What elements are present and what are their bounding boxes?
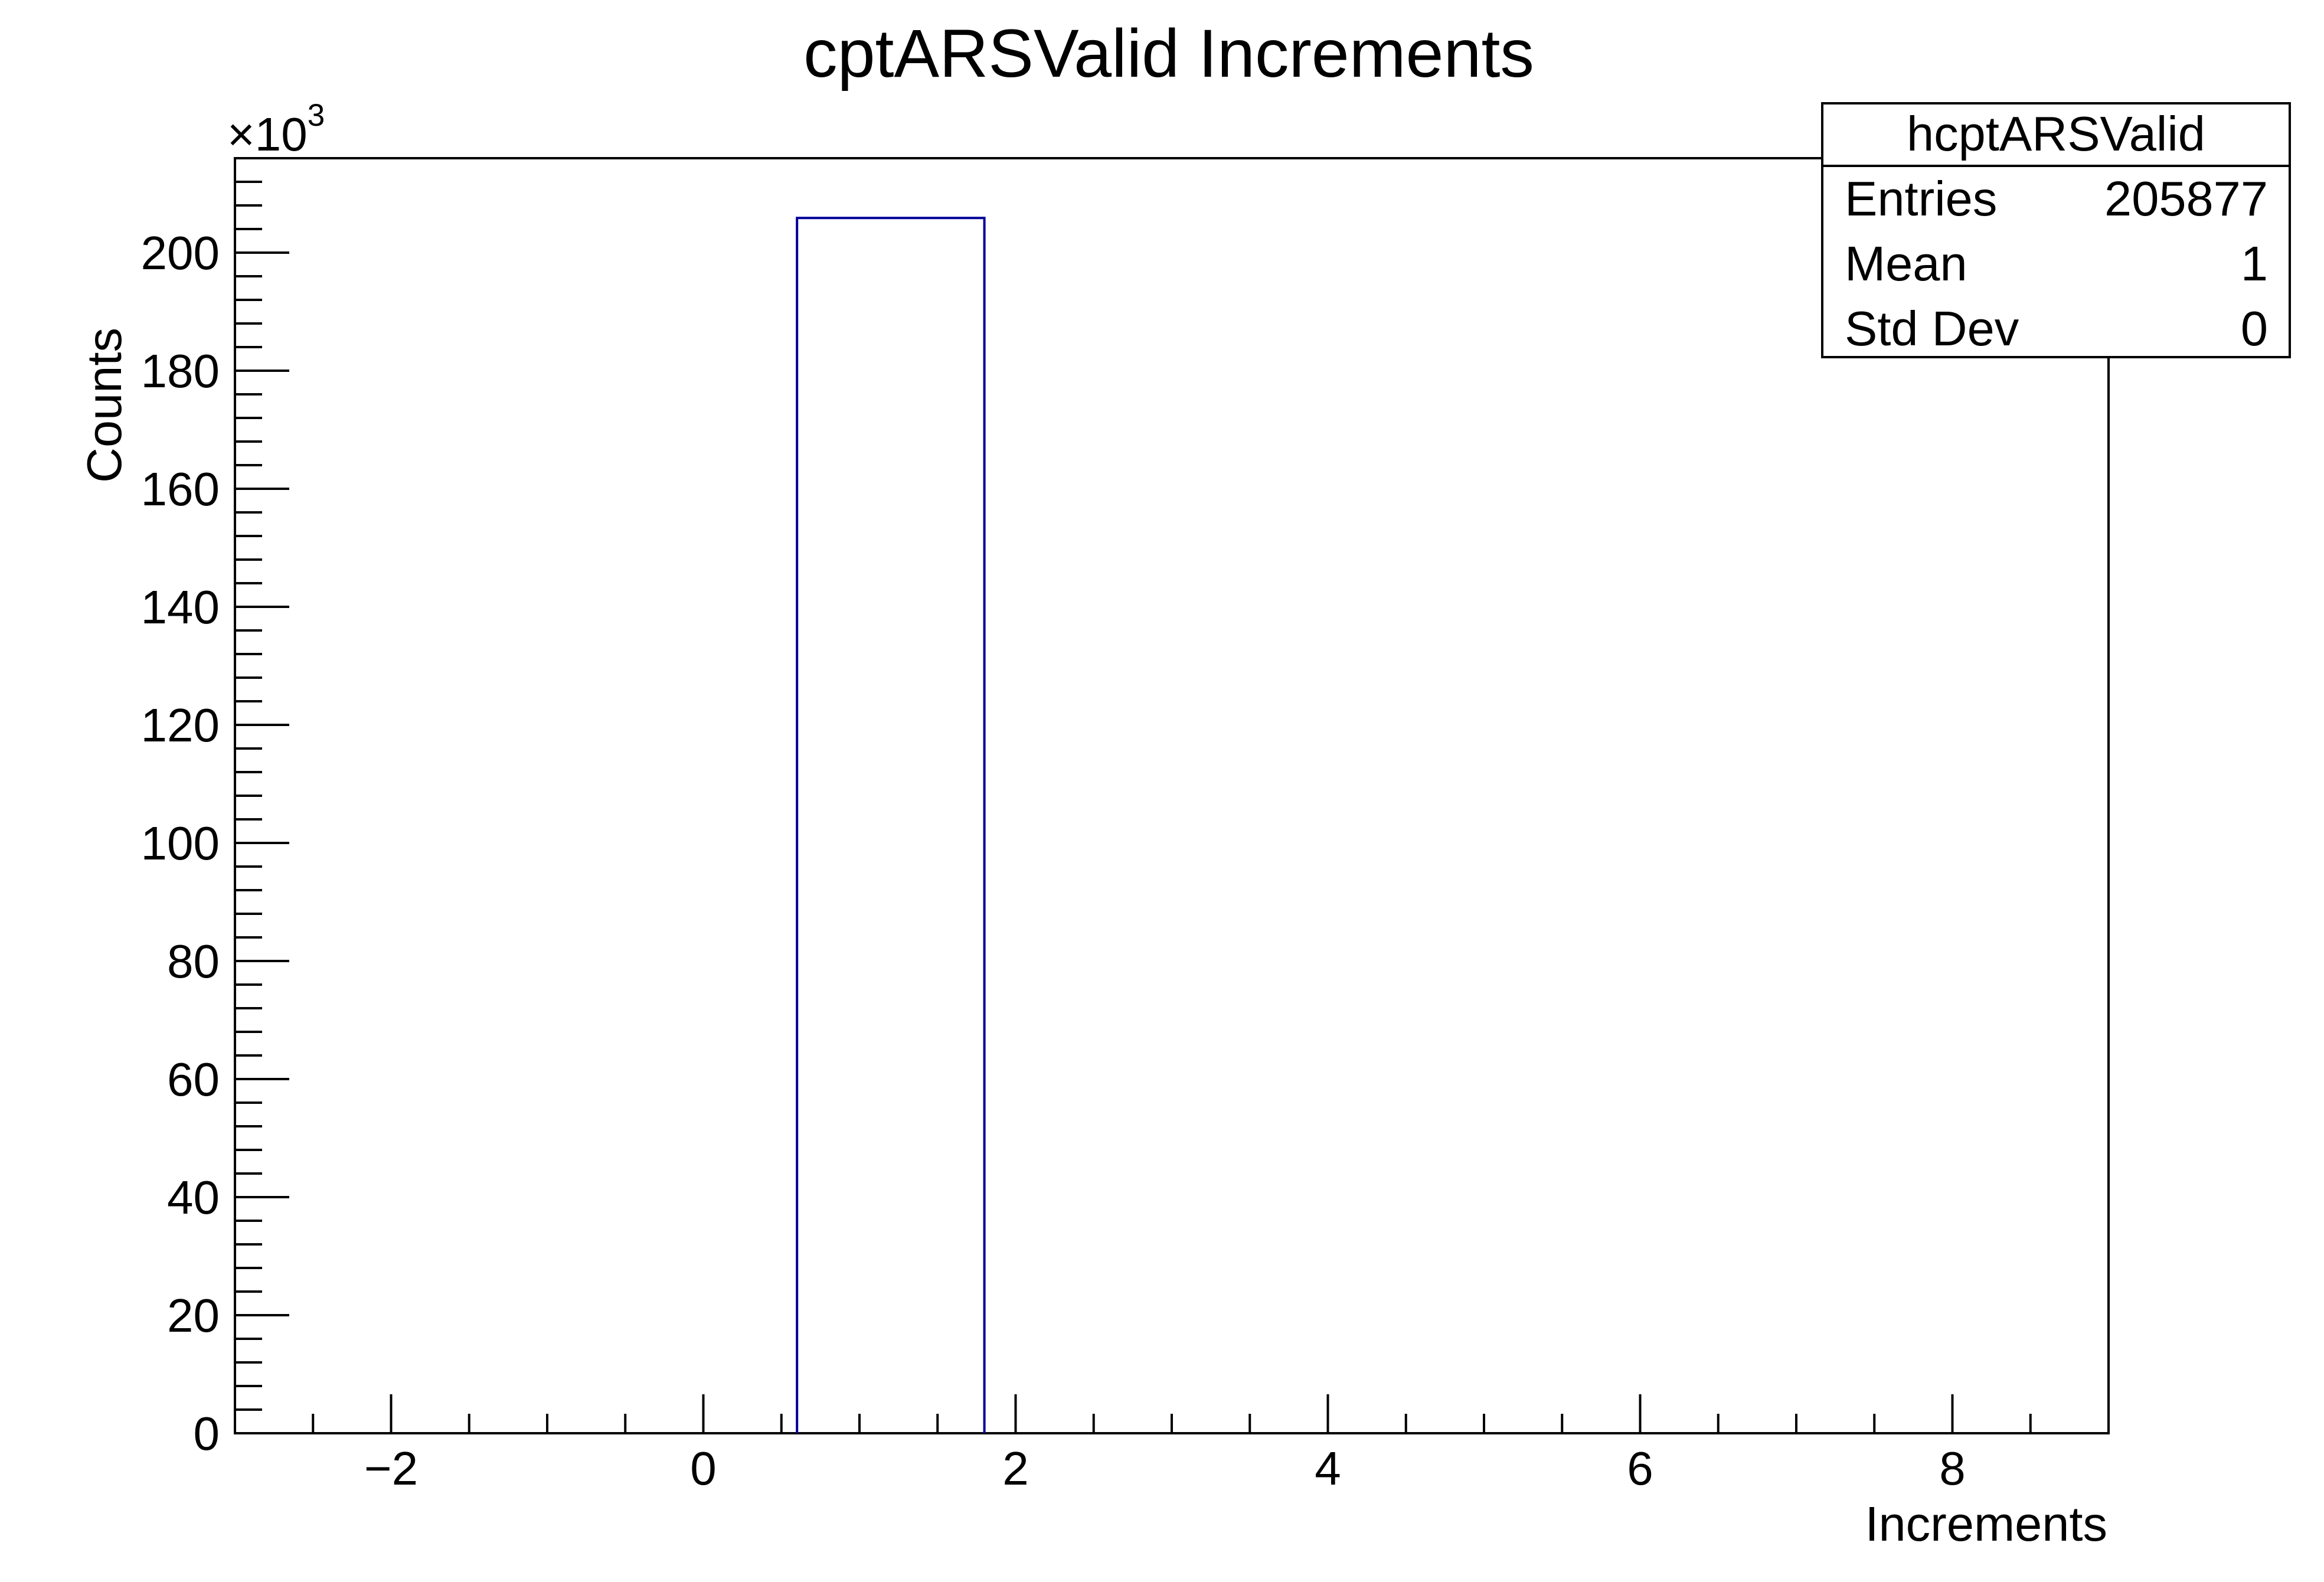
y-tick-label: 60 <box>167 1053 220 1106</box>
stats-box-frame <box>1821 102 2291 358</box>
stats-stddev-label: Std Dev <box>1845 301 2019 356</box>
y-tick-label: 0 <box>194 1407 220 1460</box>
y-tick-label: 100 <box>141 817 220 870</box>
stats-mean-label: Mean <box>1845 236 1967 291</box>
stats-entries-value: 205877 <box>2104 171 2268 226</box>
x-tick-label: 4 <box>1315 1442 1341 1495</box>
y-axis-ticks: 0 20 40 60 80 100 120 140 160 180 200 <box>141 227 289 1460</box>
stats-stddev-value: 0 <box>2241 301 2268 356</box>
stats-box-title: hcptARSValid <box>1907 106 2205 161</box>
chart-title: cptARSValid Increments <box>803 16 1534 91</box>
histogram-bins <box>796 217 986 1433</box>
y-tick-label: 180 <box>141 345 220 397</box>
stats-mean-value: 1 <box>2241 236 2268 291</box>
y-tick-label: 120 <box>141 699 220 751</box>
stats-entries-label: Entries <box>1845 171 1997 226</box>
histogram-bin <box>796 217 986 1433</box>
y-minor-ticks <box>235 157 262 1411</box>
x-tick-label: 2 <box>1002 1442 1029 1495</box>
x-axis-title: Increments <box>1865 1496 2107 1551</box>
y-tick-label: 160 <box>141 463 220 515</box>
x-minor-ticks <box>234 1414 2110 1433</box>
y-multiplier: ×103 <box>227 98 325 161</box>
x-tick-label: 0 <box>690 1442 717 1495</box>
y-tick-label: 200 <box>141 227 220 279</box>
x-tick-label: −2 <box>364 1442 418 1495</box>
y-tick-label: 140 <box>141 581 220 633</box>
y-axis-title: Counts <box>77 328 132 483</box>
y-tick-label: 40 <box>167 1171 220 1224</box>
x-tick-label: 8 <box>1939 1442 1966 1495</box>
stats-box: hcptARSValid Entries 205877 Mean 1 Std D… <box>1821 102 2291 358</box>
x-axis-ticks: −2 0 2 4 6 8 <box>364 1394 1966 1495</box>
y-tick-label: 20 <box>167 1289 220 1342</box>
x-tick-label: 6 <box>1627 1442 1653 1495</box>
y-tick-label: 80 <box>167 935 220 988</box>
